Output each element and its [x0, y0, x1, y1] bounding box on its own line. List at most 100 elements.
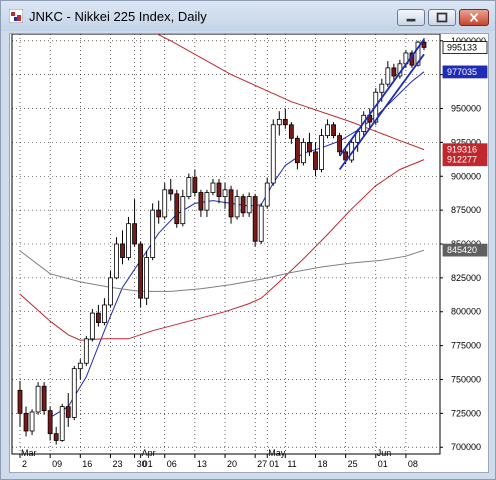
candle-body	[47, 410, 53, 435]
candle-body	[331, 124, 336, 137]
price-label-box	[442, 153, 488, 167]
candle	[53, 426, 59, 445]
date-tick-label: 25	[348, 459, 358, 469]
candle-body	[174, 193, 180, 225]
candle-body	[270, 124, 276, 184]
candle	[222, 183, 228, 209]
price-tick-label: 950000	[451, 104, 481, 114]
candle	[71, 365, 77, 421]
date-tick-label: 2	[22, 459, 27, 469]
candle-body	[385, 67, 391, 85]
candle-body	[180, 196, 186, 225]
candle	[17, 380, 23, 427]
price-label: 912277	[442, 153, 488, 167]
date-tick-label: 13	[197, 459, 207, 469]
candle-body	[210, 182, 216, 193]
price-tick-label: 825000	[451, 273, 481, 283]
candle	[102, 298, 107, 326]
candle	[198, 189, 204, 217]
price-label-box	[442, 65, 488, 79]
candle-body	[421, 41, 427, 48]
price-label-text: 995133	[447, 43, 477, 53]
candle-body	[198, 192, 204, 211]
candle	[150, 203, 156, 261]
candle-body	[228, 189, 234, 218]
candle-body	[216, 182, 222, 197]
candle-body	[41, 385, 47, 412]
candle	[210, 178, 216, 196]
price-label-text: 912277	[447, 155, 477, 165]
candlestick-chart[interactable]: 7000007250007500007750008000008250008500…	[10, 13, 488, 472]
candle-body	[35, 385, 41, 413]
candle	[228, 185, 234, 224]
moving-average-line	[116, 13, 425, 151]
candle-body	[23, 412, 29, 432]
date-tick-label: 16	[82, 459, 92, 469]
date-tick-label: 27	[257, 459, 267, 469]
candle	[95, 304, 101, 327]
price-tick-label: 800000	[451, 307, 481, 317]
maximize-button[interactable]	[428, 9, 456, 26]
candle-body	[186, 177, 192, 197]
candle	[108, 271, 113, 308]
candle-body	[240, 196, 246, 214]
candle	[204, 189, 210, 217]
candle	[307, 132, 312, 156]
candle	[59, 403, 65, 442]
candle-body	[77, 362, 83, 370]
candle	[83, 336, 89, 366]
candle	[168, 178, 174, 201]
candle	[35, 382, 41, 415]
candle-body	[144, 257, 150, 299]
chart-area[interactable]: 7000007250007500007750008000008250008500…	[9, 13, 489, 473]
candle-body	[264, 182, 270, 207]
candle-body	[192, 177, 198, 193]
price-label: 977035	[442, 65, 488, 79]
candle	[385, 61, 391, 87]
candle	[319, 128, 324, 173]
candle-body	[325, 124, 330, 137]
candle-body	[53, 433, 59, 441]
candle-body	[252, 196, 258, 242]
candle-body	[156, 209, 162, 218]
candle	[144, 250, 150, 305]
price-tick-label: 875000	[451, 205, 481, 215]
minimize-button[interactable]	[397, 9, 425, 26]
candle	[29, 409, 35, 436]
candle	[246, 192, 252, 217]
price-tick-label: 750000	[451, 374, 481, 384]
date-tick-label: 11	[287, 459, 296, 469]
candle-body	[126, 223, 131, 258]
candle-body	[222, 189, 228, 197]
price-tick-label: 775000	[451, 341, 481, 351]
date-tick-label: 06	[167, 459, 177, 469]
candle	[264, 177, 270, 209]
candle	[301, 138, 306, 166]
date-tick-label: 30	[137, 459, 147, 469]
candle	[240, 193, 246, 217]
candle	[132, 199, 137, 247]
candle	[294, 135, 300, 170]
candle	[258, 203, 264, 244]
candle	[174, 189, 180, 228]
price-label-text: 919316	[447, 145, 477, 155]
title-bar[interactable]: JNKC - Nikkei 225 Index, Daily	[1, 1, 495, 31]
date-tick-label: 01	[378, 459, 388, 469]
minimize-icon	[406, 18, 416, 22]
date-tick-label: 01	[269, 459, 279, 469]
candle-body	[307, 141, 312, 153]
candle-body	[337, 135, 342, 153]
candle	[156, 200, 162, 224]
candle	[180, 189, 186, 227]
candle	[234, 189, 240, 220]
candle	[252, 193, 258, 247]
close-button[interactable]	[459, 9, 489, 26]
price-label-box	[442, 243, 488, 257]
candle	[282, 108, 288, 129]
candle-body	[301, 141, 306, 164]
candle	[325, 119, 330, 139]
candle-body	[138, 243, 144, 299]
window-title: JNKC - Nikkei 225 Index, Daily	[29, 9, 207, 24]
candle	[120, 230, 125, 265]
